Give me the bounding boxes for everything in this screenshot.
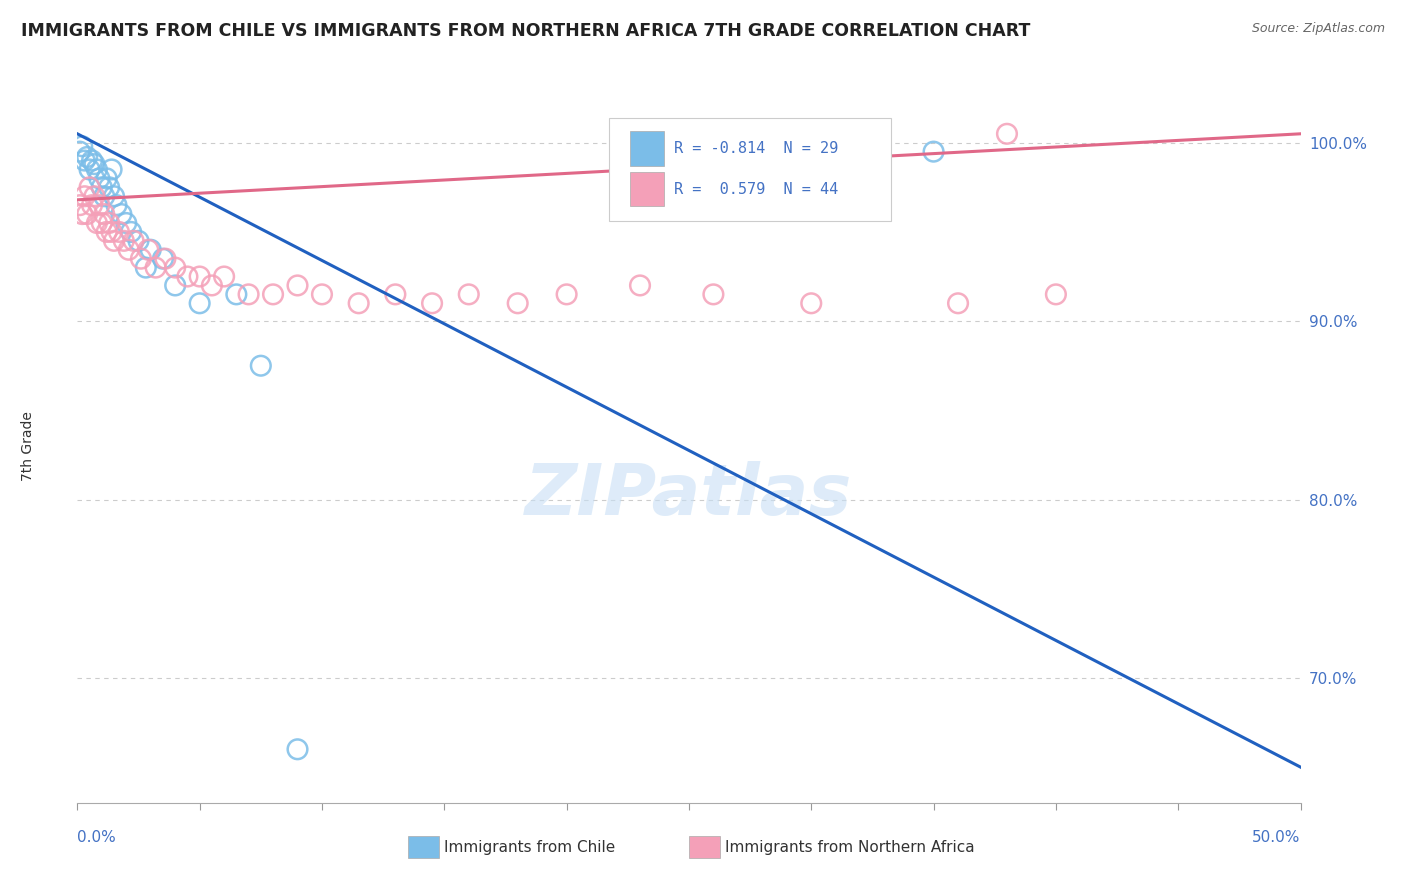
- Text: ZIPatlas: ZIPatlas: [526, 461, 852, 531]
- Point: [139, 243, 162, 257]
- Point: [79, 162, 101, 177]
- Point: [165, 278, 187, 293]
- Point: [120, 225, 142, 239]
- Point: [136, 243, 159, 257]
- Point: [103, 189, 125, 203]
- Point: [122, 234, 145, 248]
- Point: [1045, 287, 1067, 301]
- Point: [103, 234, 125, 248]
- Text: Source: ZipAtlas.com: Source: ZipAtlas.com: [1251, 22, 1385, 36]
- Text: R =  0.579  N = 44: R = 0.579 N = 44: [675, 182, 838, 196]
- Point: [73, 153, 96, 168]
- Point: [800, 296, 823, 310]
- Text: 50.0%: 50.0%: [1253, 830, 1301, 845]
- Point: [506, 296, 529, 310]
- Point: [96, 171, 118, 186]
- Point: [70, 207, 93, 221]
- Point: [89, 171, 111, 186]
- Point: [79, 180, 101, 194]
- Point: [311, 287, 333, 301]
- Point: [287, 278, 309, 293]
- Text: Immigrants from Chile: Immigrants from Chile: [444, 840, 616, 855]
- Point: [238, 287, 260, 301]
- Point: [135, 260, 157, 275]
- Point: [96, 225, 118, 239]
- Point: [165, 260, 187, 275]
- Point: [457, 287, 479, 301]
- Point: [70, 139, 93, 153]
- Point: [110, 207, 132, 221]
- Point: [90, 180, 112, 194]
- Point: [287, 742, 309, 756]
- Point: [100, 162, 122, 177]
- Point: [118, 243, 141, 257]
- Point: [80, 153, 103, 168]
- Point: [108, 225, 131, 239]
- Point: [188, 269, 211, 284]
- Point: [86, 216, 108, 230]
- Point: [86, 162, 108, 177]
- Point: [628, 278, 651, 293]
- Text: IMMIGRANTS FROM CHILE VS IMMIGRANTS FROM NORTHERN AFRICA 7TH GRADE CORRELATION C: IMMIGRANTS FROM CHILE VS IMMIGRANTS FROM…: [21, 22, 1031, 40]
- Text: R = -0.814  N = 29: R = -0.814 N = 29: [675, 141, 838, 156]
- Point: [922, 145, 945, 159]
- Point: [69, 198, 91, 212]
- Point: [89, 198, 111, 212]
- Point: [250, 359, 273, 373]
- Text: 7th Grade: 7th Grade: [21, 411, 35, 481]
- Point: [80, 198, 103, 212]
- Point: [384, 287, 406, 301]
- Text: 0.0%: 0.0%: [77, 830, 117, 845]
- Point: [702, 287, 724, 301]
- Bar: [630, 131, 665, 166]
- FancyBboxPatch shape: [609, 118, 891, 221]
- Point: [129, 252, 152, 266]
- Point: [93, 189, 115, 203]
- Text: Immigrants from Northern Africa: Immigrants from Northern Africa: [725, 840, 976, 855]
- Point: [73, 189, 96, 203]
- Point: [201, 278, 224, 293]
- Point: [347, 296, 370, 310]
- Point: [995, 127, 1018, 141]
- Point: [105, 198, 128, 212]
- Point: [212, 269, 235, 284]
- Point: [225, 287, 247, 301]
- Point: [115, 216, 138, 230]
- Point: [152, 252, 174, 266]
- Point: [100, 225, 122, 239]
- Point: [420, 296, 443, 310]
- Point: [69, 145, 91, 159]
- Point: [262, 287, 284, 301]
- Point: [76, 207, 98, 221]
- Point: [112, 234, 135, 248]
- Point: [155, 252, 177, 266]
- Point: [83, 189, 105, 203]
- Point: [946, 296, 969, 310]
- Point: [76, 150, 98, 164]
- Point: [176, 269, 198, 284]
- Point: [98, 216, 121, 230]
- Point: [555, 287, 578, 301]
- Point: [90, 216, 112, 230]
- Point: [98, 180, 121, 194]
- Point: [93, 207, 115, 221]
- Point: [83, 157, 105, 171]
- Bar: [630, 172, 665, 206]
- Point: [188, 296, 211, 310]
- Point: [128, 234, 150, 248]
- Point: [145, 260, 167, 275]
